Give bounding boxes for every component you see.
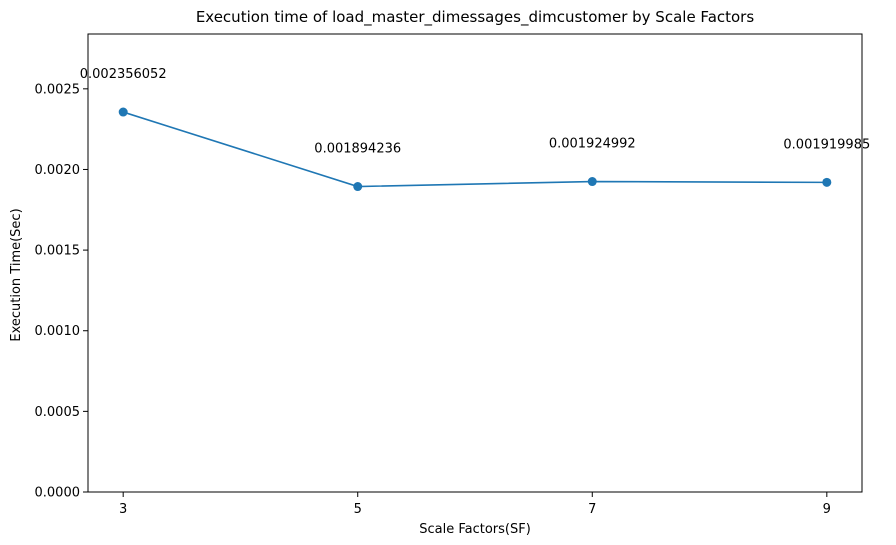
y-tick-label: 0.0020: [35, 163, 81, 178]
series-line: [122, 111, 827, 188]
data-point: [587, 177, 597, 187]
plot-frame: [87, 33, 863, 493]
data-point: [353, 182, 363, 192]
data-label: 0.001894236: [314, 142, 401, 157]
y-tick-label: 0.0005: [35, 405, 81, 420]
y-tick-label: 0.0010: [35, 324, 81, 339]
y-axis-label: Execution Time(Sec): [9, 208, 24, 341]
data-label: 0.002356052: [80, 67, 167, 82]
x-tick-label: 9: [823, 502, 831, 517]
y-tick-label: 0.0000: [35, 486, 81, 501]
plot-layer: 3 5 7 9 0.0000 0.0005 0.0010 0.0015 0.0020 0.0025…: [35, 33, 870, 517]
x-tick-label: 3: [119, 502, 127, 517]
data-label: 0.001919985: [783, 137, 870, 152]
x-axis-label: Scale Factors(SF): [419, 522, 531, 537]
data-point: [118, 107, 128, 117]
x-tick-label: 7: [588, 502, 596, 517]
y-tick-label: 0.0025: [35, 82, 81, 97]
y-tick-label: 0.0015: [35, 244, 81, 259]
data-point: [822, 177, 832, 187]
chart-title: Execution time of load_master_dimessages…: [196, 8, 755, 27]
x-tick-label: 5: [354, 502, 362, 517]
data-label: 0.001924992: [549, 137, 636, 152]
